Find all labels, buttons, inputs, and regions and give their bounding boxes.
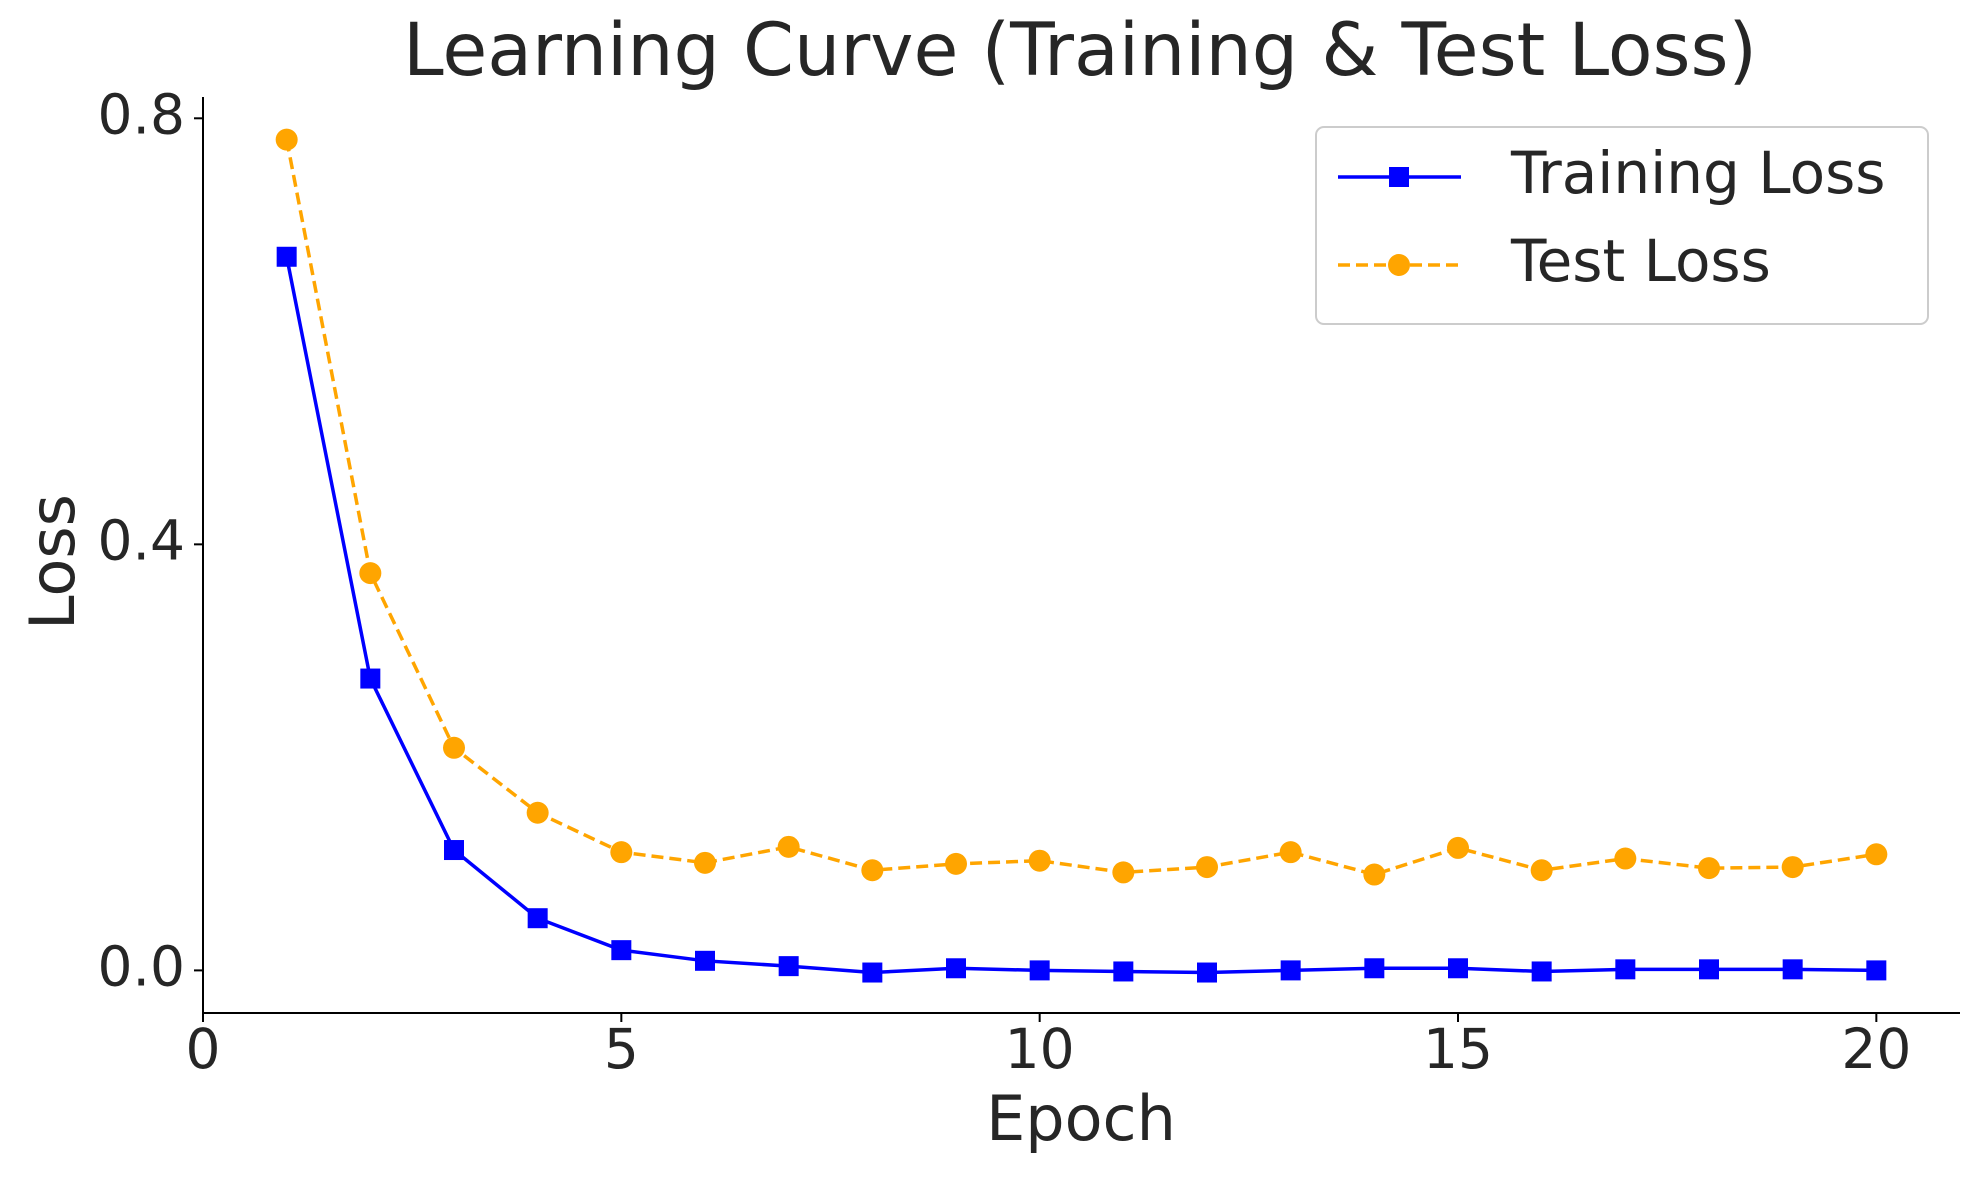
x-tick-label: 0 <box>186 1017 221 1081</box>
legend-marker <box>1389 167 1409 187</box>
data-point <box>444 840 464 861</box>
data-point <box>359 562 382 585</box>
data-point <box>610 841 633 864</box>
data-point <box>1363 863 1386 886</box>
data-point <box>1364 958 1385 979</box>
data-point <box>695 950 715 971</box>
data-point <box>945 852 967 875</box>
data-point <box>1866 960 1887 981</box>
data-point <box>1113 961 1134 982</box>
data-point <box>275 128 298 151</box>
data-point <box>1196 856 1218 879</box>
legend-marker <box>1388 254 1410 276</box>
legend-box <box>1315 126 1929 325</box>
data-point <box>1029 960 1050 981</box>
data-point <box>1698 857 1720 880</box>
data-point <box>527 908 548 929</box>
data-point <box>1531 961 1552 982</box>
legend-label: Test Loss <box>1510 227 1771 295</box>
data-point <box>862 962 883 983</box>
data-point <box>276 246 297 267</box>
x-axis-label: Epoch <box>986 1082 1176 1155</box>
x-tick-label: 15 <box>1423 1017 1493 1081</box>
x-tick-label: 5 <box>604 1017 639 1081</box>
data-point <box>1530 859 1553 882</box>
data-point <box>443 736 465 759</box>
data-point <box>1112 861 1135 884</box>
y-tick-label: 0.4 <box>98 508 185 572</box>
data-point <box>1447 836 1469 859</box>
legend-label: Training Loss <box>1510 139 1886 207</box>
series-line <box>284 256 1877 975</box>
series-line <box>284 139 1877 877</box>
x-tick-label: 10 <box>1005 1017 1075 1081</box>
data-point <box>1615 959 1636 980</box>
data-point <box>1614 847 1637 870</box>
data-point <box>1782 959 1803 980</box>
data-point <box>526 801 549 824</box>
x-tick-label: 20 <box>1841 1017 1911 1081</box>
data-point <box>777 835 800 858</box>
data-point <box>1028 849 1051 872</box>
data-point <box>1197 962 1217 983</box>
data-point <box>1279 841 1302 864</box>
data-point <box>1781 856 1804 879</box>
y-axis-label: Loss <box>16 494 89 630</box>
data-point <box>694 851 716 874</box>
data-point <box>861 859 884 882</box>
y-tick-label: 0.8 <box>98 82 185 146</box>
data-point <box>360 668 381 689</box>
y-tick-label: 0.0 <box>98 935 185 999</box>
data-point <box>1280 960 1301 981</box>
data-point <box>1865 843 1888 866</box>
data-point <box>1699 959 1719 980</box>
data-point <box>778 956 799 977</box>
data-point <box>611 940 632 961</box>
chart-title: Learning Curve (Training & Test Loss) <box>403 8 1757 93</box>
data-point <box>946 958 966 979</box>
data-point <box>1448 958 1468 979</box>
